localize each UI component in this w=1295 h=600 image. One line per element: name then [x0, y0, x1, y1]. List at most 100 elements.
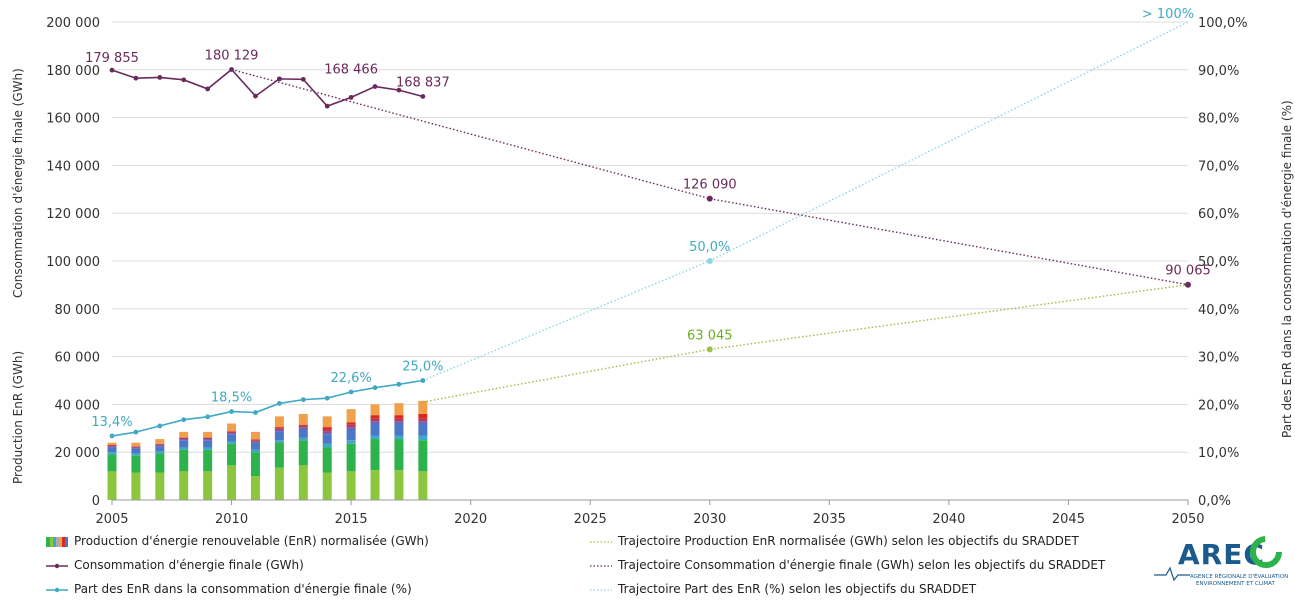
bar-segment — [418, 471, 428, 500]
bar-segment — [394, 439, 404, 471]
bar-segment — [131, 455, 141, 473]
y-left-tick-label: 20 000 — [55, 446, 101, 461]
bar-segment — [370, 423, 380, 436]
bar-segment — [418, 418, 428, 422]
bar-segment — [179, 431, 189, 438]
bar-segment — [346, 427, 356, 430]
legend-swatch-share — [46, 584, 68, 594]
bar-segment — [227, 443, 237, 466]
x-tick-label: 2050 — [1171, 512, 1204, 527]
series-point — [348, 389, 354, 395]
y-right-tick-label: 70,0% — [1198, 159, 1239, 174]
data-label: 18,5% — [211, 391, 252, 406]
bar-segment — [107, 445, 117, 447]
series-point — [324, 103, 330, 109]
data-label: 168 466 — [324, 62, 378, 77]
trajectory-point — [706, 258, 713, 264]
y-right-tick-label: 90,0% — [1198, 64, 1239, 79]
series-point — [229, 67, 234, 72]
series-point — [157, 75, 163, 80]
series-point — [372, 385, 378, 391]
data-label: 50,0% — [689, 240, 730, 255]
y-left-tick-label: 0 — [92, 494, 100, 509]
arec-logo: AREC AGENCE RÉGIONALE D'ÉVALUATION ENVIR… — [1150, 530, 1290, 592]
data-label: 179 855 — [85, 51, 139, 66]
data-label: 90 065 — [1165, 264, 1211, 279]
x-tick-label: 2010 — [215, 512, 248, 527]
y-left-title-consumption: Consommation d'énergie finale (GWh) — [11, 68, 25, 298]
bar-segment — [394, 421, 404, 424]
trajectory-lines — [231, 21, 1191, 403]
bar-segment — [155, 453, 165, 473]
bar-segment — [227, 431, 237, 434]
bar-segment — [203, 440, 213, 448]
y-left-tick-label: 180 000 — [46, 64, 100, 79]
bar-segment — [274, 428, 284, 430]
y-right-tick-label: 40,0% — [1198, 303, 1239, 318]
series-point — [396, 381, 402, 387]
bar-segment — [131, 448, 141, 454]
bar-segment — [107, 454, 117, 472]
series-point — [109, 67, 115, 73]
bar-segment — [394, 423, 404, 436]
legend-item-consumption: Consommation d'énergie finale (GWh) — [46, 558, 304, 572]
bar-segment — [250, 431, 260, 440]
y-left-tick-label: 200 000 — [46, 16, 100, 31]
x-tick-label: 2035 — [813, 512, 846, 527]
series-point — [324, 395, 330, 401]
y-right-tick-label: 50,0% — [1198, 255, 1239, 270]
y-right-tick-label: 10,0% — [1198, 446, 1239, 461]
y-right-tick-label: 20,0% — [1198, 398, 1239, 413]
bar-segment — [346, 440, 356, 444]
data-label: 22,6% — [330, 371, 371, 386]
y-left-tick-label: 60 000 — [55, 351, 101, 366]
bar-segment — [179, 440, 189, 448]
data-label: 126 090 — [683, 178, 737, 193]
bar-segment — [155, 451, 165, 454]
x-tick-label: 2005 — [95, 512, 128, 527]
series-point — [133, 75, 139, 81]
grid-lines — [112, 21, 1188, 453]
bar-segment — [322, 427, 332, 430]
bar-segment — [394, 435, 404, 440]
y-right-title: Part des EnR dans la consommation d'éner… — [1280, 100, 1294, 438]
bar-segment — [346, 429, 356, 441]
bar-segment — [203, 437, 213, 440]
bars-group — [107, 400, 428, 500]
y-right-tick-label: 60,0% — [1198, 207, 1239, 222]
bar-segment — [370, 404, 380, 416]
bar-segment — [131, 453, 141, 456]
bar-segment — [131, 446, 141, 448]
bar-segment — [274, 431, 284, 441]
logo-subtitle-1: AGENCE RÉGIONALE D'ÉVALUATION — [1190, 572, 1288, 580]
bar-segment — [250, 452, 260, 477]
bar-segment — [203, 447, 213, 450]
bar-segment — [322, 431, 332, 435]
bar-segment — [155, 446, 165, 452]
bar-segment — [274, 442, 284, 468]
bar-segment — [370, 435, 380, 440]
bar-segment — [418, 421, 428, 424]
x-tick-label: 2040 — [932, 512, 965, 527]
bar-segment — [298, 424, 308, 426]
series-point — [109, 433, 115, 439]
series-point — [205, 414, 211, 420]
legend-swatch-traj-production — [590, 536, 612, 546]
bar-segment — [155, 444, 165, 446]
x-tick-label: 2045 — [1052, 512, 1085, 527]
bar-segment — [322, 434, 332, 444]
bar-segment — [227, 441, 237, 444]
bar-segment — [250, 442, 260, 450]
bar-segment — [418, 435, 428, 441]
bar-segment — [107, 452, 117, 455]
legend-item-traj-consumption: Trajectoire Consommation d'énergie final… — [590, 558, 1105, 572]
bar-segment — [250, 440, 260, 442]
series-point — [396, 87, 402, 93]
bar-segment — [250, 476, 260, 500]
series-point — [276, 76, 282, 82]
bar-segment — [370, 418, 380, 422]
legend-swatch-consumption — [46, 560, 68, 570]
bar-segment — [394, 418, 404, 422]
series-point — [253, 410, 258, 415]
bar-segment — [370, 421, 380, 424]
